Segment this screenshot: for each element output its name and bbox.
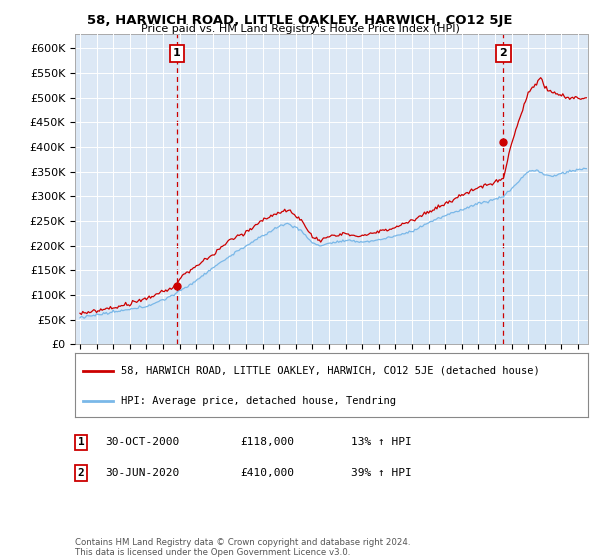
Text: 1: 1 xyxy=(77,437,85,447)
Text: 13% ↑ HPI: 13% ↑ HPI xyxy=(351,437,412,447)
Text: 2: 2 xyxy=(77,468,85,478)
Text: HPI: Average price, detached house, Tendring: HPI: Average price, detached house, Tend… xyxy=(121,396,396,406)
Text: £118,000: £118,000 xyxy=(240,437,294,447)
Text: Contains HM Land Registry data © Crown copyright and database right 2024.
This d: Contains HM Land Registry data © Crown c… xyxy=(75,538,410,557)
Text: 2: 2 xyxy=(499,48,507,58)
Text: 39% ↑ HPI: 39% ↑ HPI xyxy=(351,468,412,478)
Text: 30-JUN-2020: 30-JUN-2020 xyxy=(105,468,179,478)
Text: Price paid vs. HM Land Registry's House Price Index (HPI): Price paid vs. HM Land Registry's House … xyxy=(140,24,460,34)
Text: 58, HARWICH ROAD, LITTLE OAKLEY, HARWICH, CO12 5JE (detached house): 58, HARWICH ROAD, LITTLE OAKLEY, HARWICH… xyxy=(121,366,540,376)
Text: 58, HARWICH ROAD, LITTLE OAKLEY, HARWICH, CO12 5JE: 58, HARWICH ROAD, LITTLE OAKLEY, HARWICH… xyxy=(87,14,513,27)
Text: £410,000: £410,000 xyxy=(240,468,294,478)
Text: 1: 1 xyxy=(173,48,181,58)
Text: 30-OCT-2000: 30-OCT-2000 xyxy=(105,437,179,447)
